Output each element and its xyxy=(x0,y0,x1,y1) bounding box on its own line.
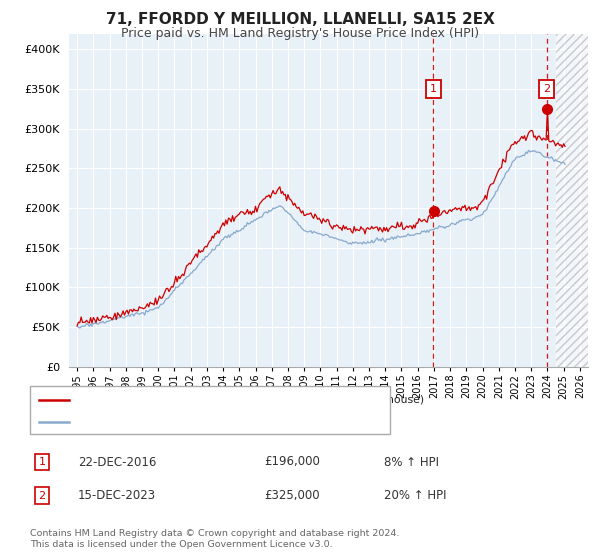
Text: Contains HM Land Registry data © Crown copyright and database right 2024.
This d: Contains HM Land Registry data © Crown c… xyxy=(30,529,400,549)
Text: £325,000: £325,000 xyxy=(264,489,320,502)
Text: 1: 1 xyxy=(38,457,46,467)
Text: 8% ↑ HPI: 8% ↑ HPI xyxy=(384,455,439,469)
Text: 22-DEC-2016: 22-DEC-2016 xyxy=(78,455,157,469)
Text: 2: 2 xyxy=(543,84,550,94)
Text: HPI: Average price, detached house, Carmarthenshire: HPI: Average price, detached house, Carm… xyxy=(75,417,369,427)
Text: 1: 1 xyxy=(430,84,437,94)
Text: 71, FFORDD Y MEILLION, LLANELLI, SA15 2EX: 71, FFORDD Y MEILLION, LLANELLI, SA15 2E… xyxy=(106,12,494,27)
Text: Price paid vs. HM Land Registry's House Price Index (HPI): Price paid vs. HM Land Registry's House … xyxy=(121,27,479,40)
Text: 71, FFORDD Y MEILLION, LLANELLI, SA15 2EX (detached house): 71, FFORDD Y MEILLION, LLANELLI, SA15 2E… xyxy=(75,395,424,405)
Text: 20% ↑ HPI: 20% ↑ HPI xyxy=(384,489,446,502)
Text: £196,000: £196,000 xyxy=(264,455,320,469)
Polygon shape xyxy=(556,34,588,367)
Text: 15-DEC-2023: 15-DEC-2023 xyxy=(78,489,156,502)
Text: 2: 2 xyxy=(38,491,46,501)
